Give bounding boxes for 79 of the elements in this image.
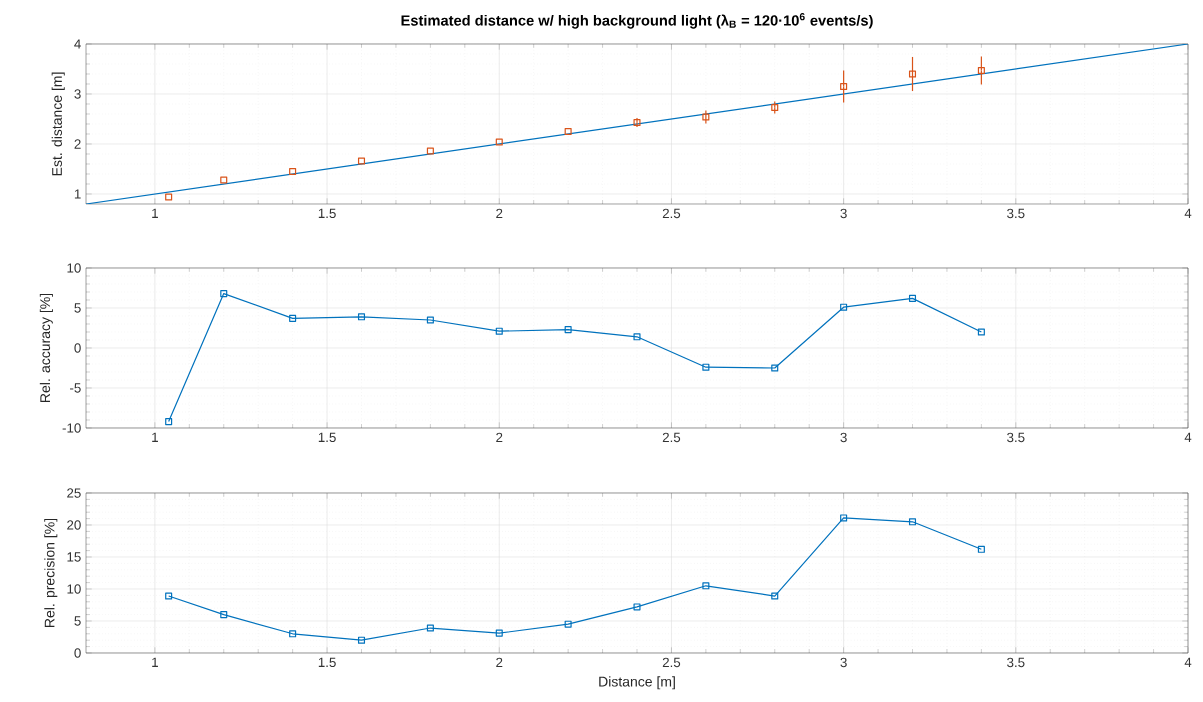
x-tick-label: 2.5 xyxy=(662,208,681,219)
point xyxy=(840,514,848,522)
point xyxy=(840,303,848,311)
x-tick-label: 1 xyxy=(152,657,158,667)
point xyxy=(908,294,917,302)
y-tick-label: 3 xyxy=(74,89,81,99)
y-tick-label: -10 xyxy=(62,423,81,433)
point xyxy=(771,592,779,600)
point xyxy=(564,127,572,136)
x-tick-label: 4 xyxy=(1184,208,1192,218)
point xyxy=(908,518,917,526)
point xyxy=(165,418,173,426)
point xyxy=(977,545,985,553)
point xyxy=(564,326,572,334)
point xyxy=(702,363,710,371)
x-tick-label: 3 xyxy=(840,432,847,443)
x-tick-label: 2.5 xyxy=(662,657,681,668)
point xyxy=(426,316,434,324)
x-tick-label: 2.5 xyxy=(662,432,681,443)
y-tick-label: 0 xyxy=(74,648,81,658)
x-tick-label: 2 xyxy=(496,432,503,443)
point xyxy=(771,364,779,372)
point xyxy=(289,314,297,322)
point xyxy=(495,138,503,146)
x-tick-label: 1.5 xyxy=(318,657,336,667)
y-tick-label: 4 xyxy=(74,39,81,49)
y-tick-label: 5 xyxy=(74,616,81,626)
point xyxy=(495,629,503,637)
y-axis-title: Rel. precision [%] xyxy=(44,518,58,627)
x-tick-label: 3.5 xyxy=(1007,432,1025,443)
x-tick-label: 4 xyxy=(1184,657,1192,667)
point xyxy=(702,113,710,121)
point xyxy=(289,630,297,638)
y-tick-label: 25 xyxy=(67,488,81,498)
y-tick-label: -5 xyxy=(70,383,81,393)
y-tick-label: 20 xyxy=(67,520,81,530)
point xyxy=(426,147,434,155)
point xyxy=(220,176,228,184)
point xyxy=(357,157,366,165)
chart-title: Estimated distance w/ high background light (λ$_{B}$ = 120·10$^{6}$ events/s) xyxy=(401,13,873,29)
x-tick-label: 1.5 xyxy=(318,432,336,442)
point xyxy=(165,592,173,600)
point xyxy=(702,582,710,590)
y-tick-label: 10 xyxy=(67,263,81,273)
point xyxy=(633,118,641,127)
point xyxy=(357,313,366,321)
point xyxy=(426,624,434,632)
y-axis-title: Rel. accuracy [%] xyxy=(39,293,53,402)
x-tick-label: 2 xyxy=(496,208,503,219)
point xyxy=(908,70,917,78)
x-tick-label: 3 xyxy=(840,657,847,668)
point xyxy=(357,636,366,644)
point xyxy=(220,290,228,298)
y-axis-title: Est. distance [m] xyxy=(51,72,65,176)
point xyxy=(220,611,228,619)
point xyxy=(289,167,297,176)
point xyxy=(840,82,848,91)
y-tick-label: 0 xyxy=(74,343,81,353)
point xyxy=(564,620,572,628)
y-tick-label: 15 xyxy=(67,552,81,562)
x-tick-label: 3.5 xyxy=(1007,208,1025,219)
y-tick-label: 5 xyxy=(74,303,81,313)
y-tick-label: 10 xyxy=(67,584,81,594)
point xyxy=(495,327,503,335)
x-tick-label: 3 xyxy=(840,208,847,219)
point xyxy=(633,333,641,341)
point xyxy=(165,193,173,201)
x-tick-label: 1 xyxy=(152,432,158,442)
x-axis-title: Distance [m] xyxy=(599,676,675,690)
x-tick-label: 2 xyxy=(496,657,503,668)
x-tick-label: 4 xyxy=(1184,432,1192,442)
point xyxy=(977,66,985,75)
x-tick-label: 1.5 xyxy=(318,208,336,218)
y-tick-label: 2 xyxy=(74,139,81,149)
point xyxy=(977,328,985,336)
point xyxy=(633,603,641,611)
x-tick-label: 1 xyxy=(152,208,158,218)
x-tick-label: 3.5 xyxy=(1007,657,1025,668)
y-tick-label: 1 xyxy=(74,189,81,199)
